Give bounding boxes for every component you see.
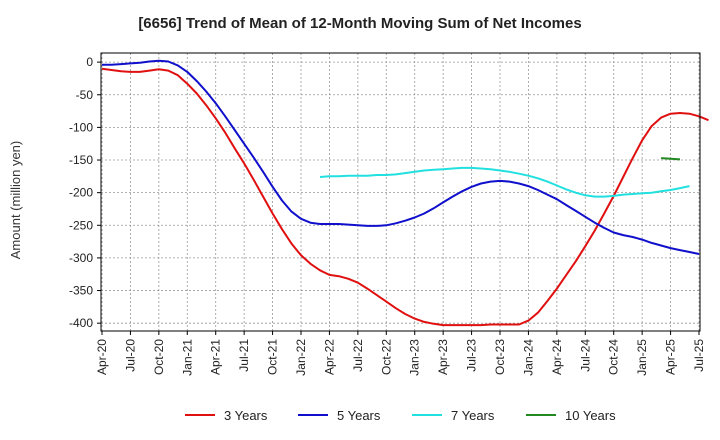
y-tick-label: -300 [69, 251, 93, 265]
x-tick-label: Jan-21 [180, 339, 194, 376]
x-tick-label: Apr-24 [550, 339, 564, 375]
series-line-1 [102, 59, 700, 255]
x-tick-label: Jul-21 [237, 339, 251, 372]
x-tick-label: Apr-20 [95, 339, 109, 375]
x-tick-label: Apr-23 [436, 339, 450, 375]
series-line-2 [319, 166, 690, 198]
legend-item: 10 Years [526, 408, 616, 423]
x-tick-label: Oct-22 [379, 339, 393, 375]
x-tick-label: Jul-23 [465, 339, 479, 372]
series-line-0 [101, 67, 709, 327]
y-axis-ticks: 0 -50 -100 -150 -200 -250 -300 -350 -400 [69, 55, 101, 330]
y-tick-label: -50 [76, 88, 94, 102]
y-tick-label: -400 [69, 316, 93, 330]
x-tick-label: Oct-24 [607, 339, 621, 375]
y-tick-label: -250 [69, 218, 93, 232]
x-tick-label: Jan-22 [294, 339, 308, 376]
y-tick-label: 0 [86, 55, 93, 69]
x-tick-label: Apr-25 [664, 339, 678, 375]
x-tick-label: Jul-25 [692, 339, 706, 372]
x-tick-label: Oct-21 [266, 339, 280, 375]
legend-item: 5 Years [298, 408, 381, 423]
y-tick-label: -350 [69, 284, 93, 298]
x-tick-label: Jul-24 [578, 339, 592, 372]
y-tick-label: -150 [69, 153, 93, 167]
x-axis-ticks: Apr-20 Jul-20 Oct-20 Jan-21 Apr-21 Jul-21 Oct-… [95, 331, 706, 376]
x-tick-label: Jan-24 [521, 339, 535, 376]
x-tick-label: Jul-20 [123, 339, 137, 372]
legend: 3 Years 5 Years 7 Years 10 Years [185, 408, 616, 423]
series-line-3 [661, 157, 681, 161]
x-tick-label: Jul-22 [351, 339, 365, 372]
legend-label: 7 Years [451, 408, 495, 423]
legend-label: 3 Years [224, 408, 268, 423]
plot-area-frame [100, 52, 701, 332]
legend-label: 5 Years [337, 408, 381, 423]
legend-label: 10 Years [565, 408, 616, 423]
y-tick-label: -200 [69, 186, 93, 200]
chart-title: [6656] Trend of Mean of 12-Month Moving … [138, 15, 582, 32]
grid [101, 53, 700, 331]
x-tick-label: Oct-23 [493, 339, 507, 375]
y-tick-label: -100 [69, 120, 93, 134]
x-tick-label: Apr-21 [209, 339, 223, 375]
x-tick-label: Jan-25 [635, 339, 649, 376]
x-tick-label: Jan-23 [408, 339, 422, 376]
series-lines [101, 59, 709, 327]
legend-item: 7 Years [412, 408, 495, 423]
legend-item: 3 Years [185, 408, 268, 423]
x-tick-label: Apr-22 [322, 339, 336, 375]
x-tick-label: Oct-20 [152, 339, 166, 375]
